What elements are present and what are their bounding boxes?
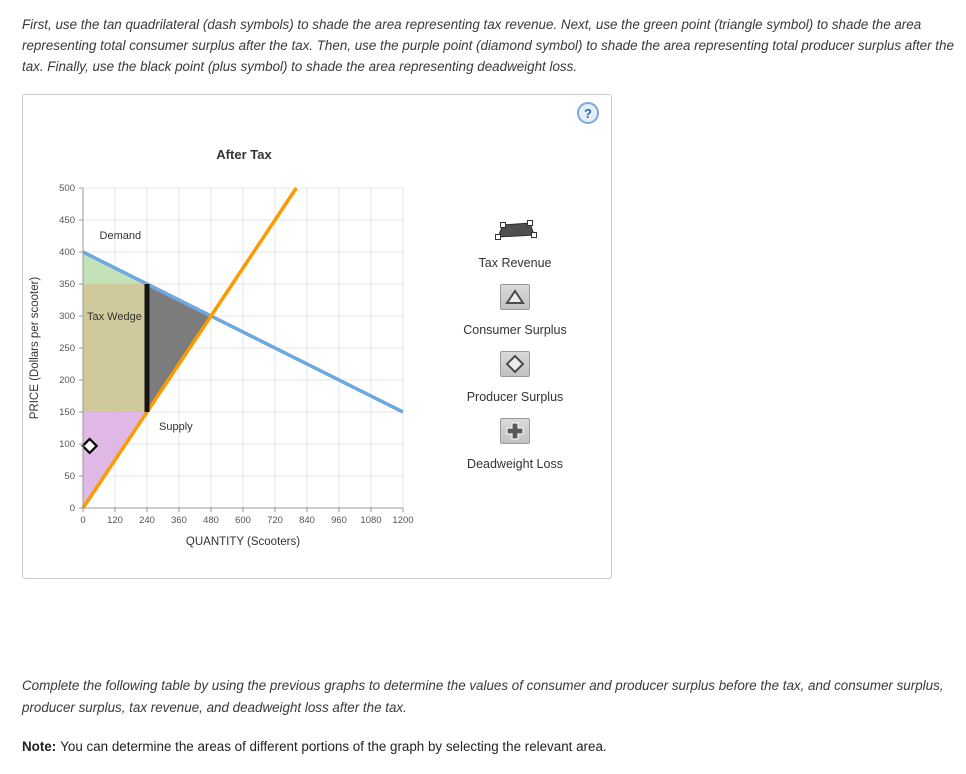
legend-label-producer-surplus: Producer Surplus xyxy=(466,390,564,404)
after-tax-chart[interactable]: 0 120 240 360 480 600 720 840 960 1080 1200 0 50 100 1… xyxy=(23,172,425,556)
top-instructions: First, use the tan quadrilateral (dash s… xyxy=(22,17,954,74)
y-tick-label: 400 xyxy=(59,247,75,258)
x-tick-label: 840 xyxy=(299,515,315,526)
legend-label-deadweight-loss: Deadweight Loss xyxy=(467,457,563,471)
tax-revenue-tool-button[interactable] xyxy=(490,217,540,243)
legend-label-tax-revenue: Tax Revenue xyxy=(478,256,552,270)
note-label: Note: xyxy=(22,739,57,754)
y-tick-label: 350 xyxy=(59,279,75,290)
supply-label: Supply xyxy=(159,421,193,433)
question-mark-icon: ? xyxy=(584,105,592,121)
y-axis-label: PRICE (Dollars per scooter) xyxy=(29,277,41,420)
chart-column: After Tax 0 120 240 360 480 600 720 840 960 1080 1… xyxy=(23,95,425,556)
legend-item-tax-revenue: Tax Revenue xyxy=(478,217,552,284)
x-tick-label: 600 xyxy=(235,515,251,526)
x-tick-label: 960 xyxy=(331,515,347,526)
y-tick-label: 500 xyxy=(59,183,75,194)
y-tick-label: 50 xyxy=(64,471,75,482)
legend-item-producer-surplus: Producer Surplus xyxy=(466,351,564,418)
x-tick-label: 1080 xyxy=(360,515,381,526)
tool-palette: Tax Revenue Consumer Surplus Producer Su… xyxy=(445,217,585,556)
x-axis-label: QUANTITY (Scooters) xyxy=(186,536,300,548)
bottom-instructions: Complete the following table by using th… xyxy=(22,678,944,715)
producer-surplus-tool-button[interactable] xyxy=(499,351,530,377)
consumer-surplus-tool-button[interactable] xyxy=(499,284,530,310)
y-tick-label: 250 xyxy=(59,343,75,354)
x-tick-label: 360 xyxy=(171,515,187,526)
area-tax-revenue[interactable] xyxy=(83,284,147,412)
plus-icon xyxy=(506,422,524,440)
supply-line xyxy=(81,187,298,509)
legend-item-consumer-surplus: Consumer Surplus xyxy=(463,284,567,351)
x-tick-label: 480 xyxy=(203,515,219,526)
y-tick-label: 100 xyxy=(59,439,75,450)
chart-title: After Tax xyxy=(216,147,272,162)
diamond-marker[interactable] xyxy=(81,437,99,455)
legend-item-deadweight-loss: Deadweight Loss xyxy=(467,418,563,485)
x-tick-label: 120 xyxy=(107,515,123,526)
x-tick-label: 240 xyxy=(139,515,155,526)
x-tick-label: 720 xyxy=(267,515,283,526)
deadweight-loss-tool-button[interactable] xyxy=(500,418,530,444)
area-deadweight-loss[interactable] xyxy=(147,284,211,412)
tax-wedge-label: Tax Wedge xyxy=(87,311,142,323)
graph-panel: ? After Tax 0 120 240 360 480 600 720 840 960 108… xyxy=(22,94,612,579)
y-tick-label: 0 xyxy=(70,503,75,514)
triangle-icon xyxy=(505,289,525,304)
y-tick-label: 450 xyxy=(59,215,75,226)
demand-line xyxy=(82,250,404,414)
x-tick-label: 1200 xyxy=(392,515,413,526)
help-button[interactable]: ? xyxy=(577,102,599,124)
x-tick-label: 0 xyxy=(80,515,85,526)
demand-label: Demand xyxy=(100,230,142,242)
note-body: You can determine the areas of different… xyxy=(60,739,607,754)
note-text: Note: You can determine the areas of diff… xyxy=(22,739,966,754)
legend-label-consumer-surplus: Consumer Surplus xyxy=(463,323,567,337)
y-tick-label: 150 xyxy=(59,407,75,418)
diamond-icon xyxy=(505,354,525,374)
y-tick-label: 300 xyxy=(59,311,75,322)
tan-quadrilateral-icon xyxy=(495,220,537,240)
y-tick-label: 200 xyxy=(59,375,75,386)
